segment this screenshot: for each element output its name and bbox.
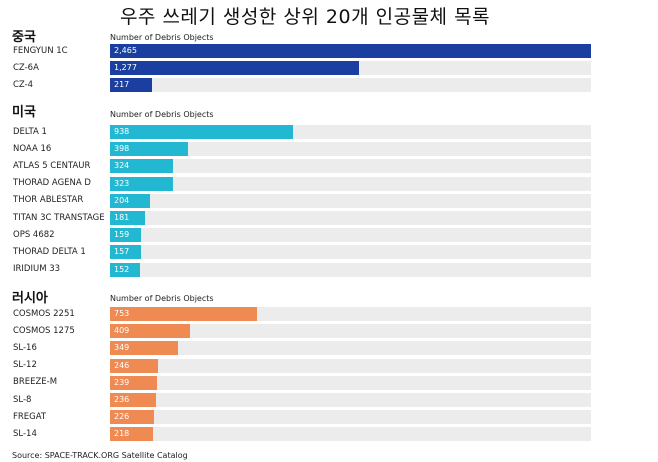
- bar-track: 226: [110, 410, 591, 425]
- category-label: THORAD DELTA 1: [13, 246, 86, 257]
- bar-track: 217: [110, 78, 591, 93]
- bar: [110, 410, 155, 425]
- bar-value-label: 753: [114, 309, 130, 318]
- category-label: SL-8: [13, 394, 32, 405]
- bar-track: 2,465: [110, 44, 591, 58]
- bar: [110, 262, 140, 277]
- category-label: COSMOS 1275: [13, 325, 75, 336]
- bar: [110, 176, 173, 191]
- bar-value-label: 226: [114, 412, 130, 422]
- axis-label: Number of Debris Objects: [110, 110, 214, 119]
- bar-value-label: 159: [114, 230, 130, 240]
- bar-value-label: 239: [114, 377, 130, 387]
- source-note: Source: SPACE-TRACK.ORG Satellite Catalo…: [12, 451, 188, 460]
- bar: [110, 324, 190, 339]
- bar-track: 152: [110, 262, 591, 277]
- bar: [110, 44, 591, 58]
- bar-track: 157: [110, 245, 591, 260]
- bar-track: 236: [110, 393, 591, 407]
- category-label: FENGYUN 1C: [13, 45, 68, 56]
- category-label: CZ-6A: [13, 62, 39, 73]
- category-label: SL-16: [13, 342, 37, 353]
- bar-track: 204: [110, 193, 591, 208]
- bar-track: 349: [110, 341, 591, 356]
- category-label: TITAN 3C TRANSTAGE: [13, 212, 105, 223]
- category-label: IRIDIUM 33: [13, 264, 61, 275]
- bar: [110, 78, 153, 93]
- axis-label: Number of Debris Objects: [110, 294, 214, 303]
- bar: [110, 393, 157, 407]
- bar-track: 239: [110, 375, 591, 390]
- bar: [110, 125, 293, 139]
- bar: [110, 228, 141, 243]
- bar-value-label: 152: [114, 264, 130, 274]
- bar-track: 398: [110, 142, 591, 157]
- bar-value-label: 398: [114, 144, 130, 154]
- bar-value-label: 324: [114, 161, 130, 171]
- category-label: COSMOS 2251: [13, 308, 75, 319]
- bar-track: 323: [110, 176, 591, 191]
- bar: [110, 193, 150, 208]
- bar-track: 181: [110, 211, 591, 225]
- group-label: 미국: [12, 105, 36, 120]
- category-label: BREEZE-M: [13, 377, 58, 388]
- bar-value-label: 349: [114, 343, 130, 353]
- chart-title: 우주 쓰레기 생성한 상위 20개 인공물체 목록: [119, 6, 491, 28]
- bar-value-label: 938: [114, 127, 130, 136]
- bar: [110, 211, 146, 225]
- bar-value-label: 246: [114, 360, 130, 370]
- bar-value-label: 217: [114, 80, 130, 90]
- category-label: OPS 4682: [13, 229, 55, 240]
- bar: [110, 427, 153, 442]
- category-label: THORAD AGENA D: [13, 178, 91, 189]
- bar: [110, 358, 158, 373]
- bar: [110, 375, 157, 390]
- bar-track: 218: [110, 427, 591, 442]
- bar-track: 409: [110, 324, 591, 339]
- bar-value-label: 157: [114, 247, 130, 257]
- axis-label: Number of Debris Objects: [110, 33, 214, 42]
- bar: [110, 142, 188, 157]
- bar-track: 1,277: [110, 61, 591, 76]
- category-label: NOAA 16: [13, 143, 52, 154]
- bar: [110, 307, 257, 321]
- category-label: DELTA 1: [13, 126, 47, 137]
- bar-value-label: 204: [114, 195, 130, 205]
- category-label: FREGAT: [13, 411, 47, 422]
- bar-value-label: 218: [114, 429, 130, 439]
- bar-value-label: 1,277: [114, 63, 137, 73]
- group-label: 러시아: [12, 291, 48, 306]
- bar: [110, 159, 174, 174]
- bar: [110, 245, 141, 260]
- category-label: SL-12: [13, 360, 37, 371]
- bar-track: 246: [110, 358, 591, 373]
- category-label: CZ-4: [13, 79, 34, 90]
- bar: [110, 61, 360, 76]
- bar-track: 753: [110, 307, 591, 321]
- bar: [110, 341, 179, 356]
- group-label: 중국: [12, 30, 36, 45]
- bar-track: 324: [110, 159, 591, 174]
- bar-value-label: 323: [114, 178, 130, 188]
- bar-track: 938: [110, 125, 591, 139]
- bar-value-label: 409: [114, 326, 130, 336]
- bar-value-label: 181: [114, 213, 130, 222]
- bar-track: 159: [110, 228, 591, 243]
- bar-value-label: 2,465: [114, 46, 137, 55]
- category-label: ATLAS 5 CENTAUR: [13, 160, 91, 171]
- bar-value-label: 236: [114, 395, 130, 404]
- category-label: SL-14: [13, 428, 37, 439]
- category-label: THOR ABLESTAR: [13, 195, 84, 206]
